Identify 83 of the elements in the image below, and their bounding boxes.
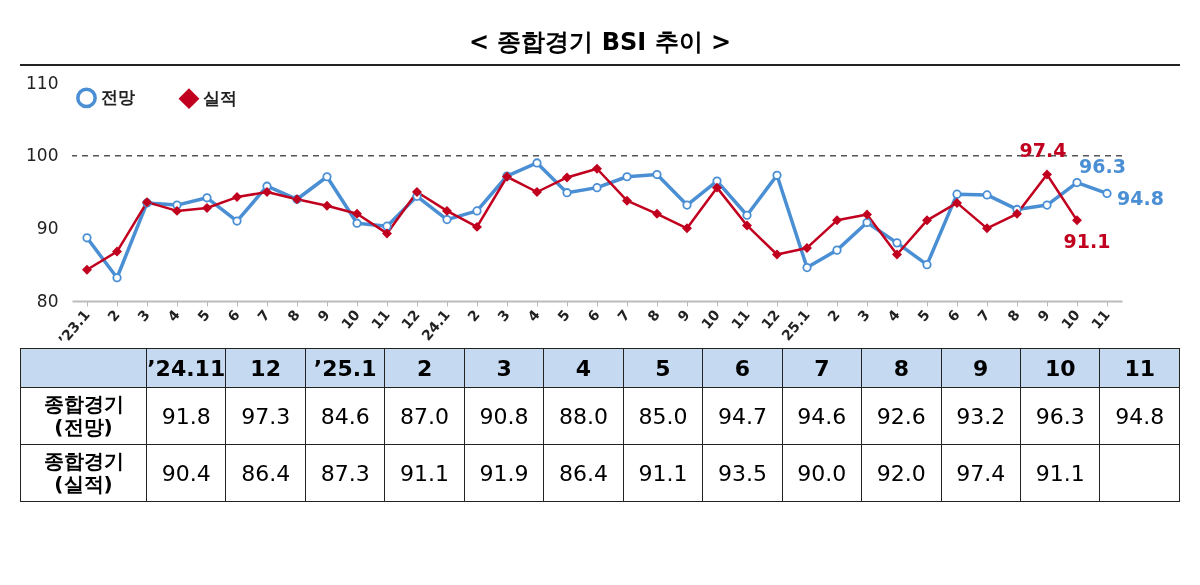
- x-tick-label: 6: [584, 306, 603, 325]
- text: 10: [1020, 348, 1100, 388]
- text: 94.7: [702, 387, 783, 445]
- text: 97.4: [941, 444, 1021, 502]
- text: 종합경기 (전망): [20, 387, 147, 445]
- text: 87.0: [384, 387, 465, 445]
- text: ’25.1: [305, 348, 385, 388]
- data-label: 96.3: [1079, 154, 1126, 177]
- x-tick-label: 12: [758, 306, 783, 332]
- text: 97.3: [225, 387, 306, 445]
- x-tick-label: 11: [1088, 306, 1113, 332]
- x-tick-label: 11: [728, 306, 753, 332]
- x-tick-label: 6: [224, 306, 243, 325]
- text: 91.1: [384, 444, 465, 502]
- y-tick-label: 110: [26, 72, 59, 93]
- text: 88.0: [543, 387, 624, 445]
- text: 91.1: [623, 444, 703, 502]
- text: 87.3: [305, 444, 385, 502]
- x-tick-label: 4: [524, 306, 544, 325]
- text: 94.6: [782, 387, 862, 445]
- x-tick-label: 7: [614, 306, 633, 325]
- x-tick-label: 9: [674, 306, 693, 325]
- x-tick-label: 7: [974, 306, 993, 325]
- text: 85.0: [623, 387, 703, 445]
- text: 12: [225, 348, 306, 388]
- text: 86.4: [543, 444, 624, 502]
- text: 90.8: [464, 387, 544, 445]
- text: 92.0: [861, 444, 942, 502]
- x-tick-label: 10: [1058, 306, 1084, 332]
- data-label: 91.1: [1063, 230, 1111, 253]
- y-tick-label: 80: [36, 290, 59, 311]
- x-tick-label: 3: [134, 306, 153, 325]
- text: 91.1: [1020, 444, 1100, 502]
- text: 84.6: [305, 387, 385, 445]
- text: 91.8: [146, 387, 226, 445]
- chart-title: < 종합경기 BSI 추이 >: [20, 26, 1180, 66]
- text: 9: [941, 348, 1021, 388]
- x-tick-label: 5: [914, 306, 933, 325]
- text: 4: [543, 348, 624, 388]
- text: ’24.11: [146, 348, 226, 388]
- x-tick-label: 8: [284, 306, 303, 325]
- text: 8: [861, 348, 942, 388]
- y-tick-label: 100: [26, 145, 59, 166]
- text: 7: [782, 348, 862, 388]
- x-tick-label: 3: [494, 306, 513, 325]
- text: 86.4: [225, 444, 306, 502]
- text: 93.2: [941, 387, 1021, 445]
- text: 92.6: [861, 387, 942, 445]
- x-tick-label: 12: [398, 306, 423, 332]
- x-tick-label: 9: [314, 306, 333, 325]
- text: 종합경기 (실적): [20, 444, 147, 502]
- text: 90.4: [146, 444, 226, 502]
- text: 3: [464, 348, 544, 388]
- x-tick-label: 10: [698, 306, 724, 332]
- x-tick-label: 2: [104, 306, 123, 325]
- x-tick-label: 3: [854, 306, 873, 325]
- text: 6: [702, 348, 783, 388]
- y-tick-label: 90: [36, 217, 59, 238]
- data-label: 97.4: [1019, 138, 1067, 161]
- x-tick-label: 6: [944, 306, 963, 325]
- legend-label: 실적: [203, 87, 237, 108]
- text: 91.9: [464, 444, 544, 502]
- x-tick-label: 8: [644, 306, 663, 325]
- text: 96.3: [1020, 387, 1100, 445]
- x-tick-label: 10: [338, 306, 364, 332]
- x-tick-label: 5: [554, 306, 573, 325]
- x-tick-label: 2: [824, 306, 843, 325]
- text: 11: [1099, 348, 1180, 388]
- x-tick-label: 8: [1004, 306, 1023, 325]
- x-tick-label: 9: [1034, 306, 1053, 325]
- x-tick-label: 5: [194, 306, 213, 325]
- text: 5: [623, 348, 703, 388]
- text: 93.5: [702, 444, 783, 502]
- x-tick-label: 11: [368, 306, 393, 332]
- text: 90.0: [782, 444, 862, 502]
- x-tick-label: 7: [254, 306, 273, 325]
- x-tick-label: 2: [464, 306, 483, 325]
- text: 2: [384, 348, 465, 388]
- x-tick-label: 4: [884, 306, 904, 325]
- x-tick-label: 4: [164, 306, 184, 325]
- text: 94.8: [1099, 387, 1180, 445]
- legend-label: 전망: [101, 86, 135, 107]
- data-label: 94.8: [1117, 187, 1164, 210]
